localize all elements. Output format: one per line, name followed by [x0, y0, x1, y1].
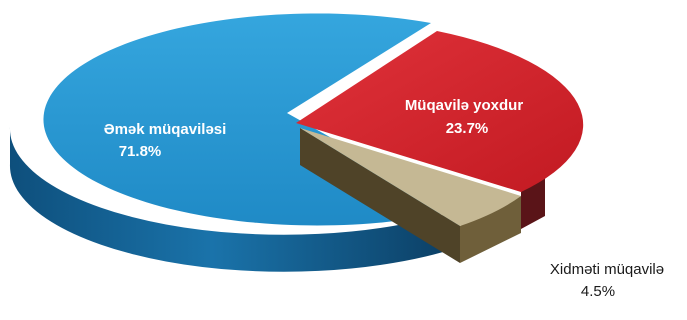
- slice-muqavile-yoxdur: [296, 31, 584, 192]
- slice-side-emek-muqavilesi: [9, 127, 461, 272]
- slice-label-emek-muqavilesi: Əmək müqaviləsi: [104, 121, 227, 138]
- slice-value-emek-muqavilesi: 71.8%: [119, 143, 162, 160]
- slice-xidmeti-muqavile: [300, 128, 521, 226]
- slice-value-xidmeti-muqavile: 4.5%: [581, 283, 615, 300]
- slice-inner-xidmeti-muqavile: [300, 128, 460, 263]
- slice-value-muqavile-yoxdur: 23.7%: [446, 120, 489, 137]
- slice-label-muqavile-yoxdur: Müqavilə yoxdur: [405, 97, 524, 114]
- slice-label-xidmeti-muqavile: Xidməti müqavilə: [550, 261, 664, 278]
- slice-side-xidmeti-muqavile: [460, 196, 521, 263]
